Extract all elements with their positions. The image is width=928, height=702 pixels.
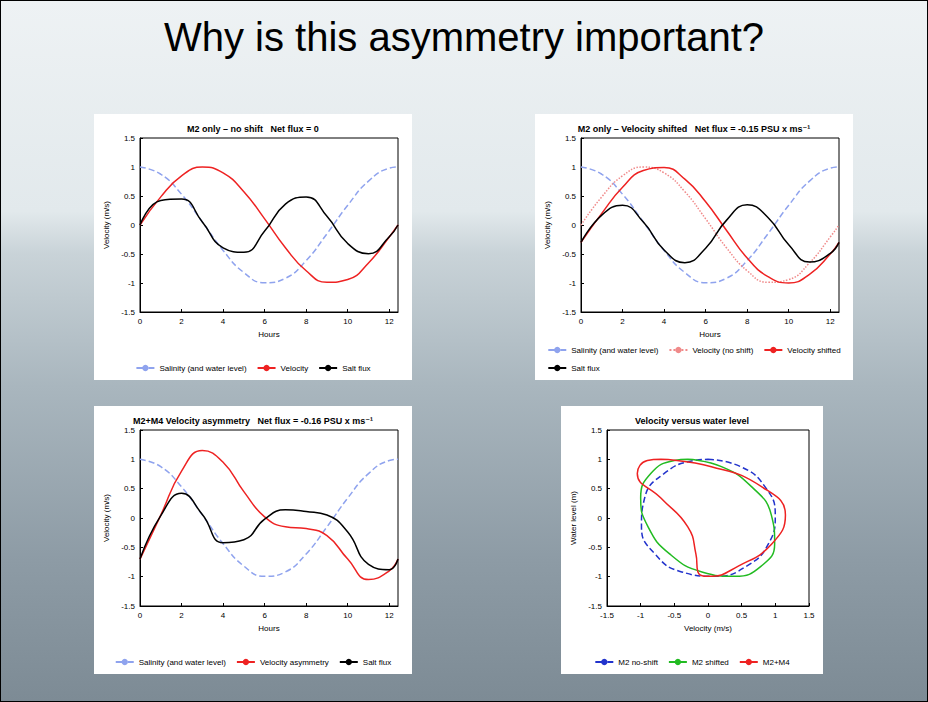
svg-text:-1.5: -1.5: [600, 611, 614, 620]
svg-text:2: 2: [620, 317, 625, 326]
svg-text:Velocity (m/s): Velocity (m/s): [102, 494, 111, 542]
svg-text:12: 12: [826, 317, 835, 326]
svg-text:6: 6: [262, 611, 267, 620]
svg-text:M2 shifted: M2 shifted: [692, 658, 729, 667]
html-text:Why is this asymmetry importan: Why is this asymmetry important?: [163, 15, 765, 59]
svg-text:Velocity asymmetry: Velocity asymmetry: [260, 658, 329, 667]
svg-text:0.5: 0.5: [124, 484, 136, 493]
svg-text:0: 0: [706, 611, 711, 620]
svg-text:10: 10: [784, 317, 793, 326]
svg-text:4: 4: [221, 611, 226, 620]
svg-text:1: 1: [131, 455, 136, 464]
svg-text:6: 6: [703, 317, 708, 326]
svg-text:Salinity (and water level): Salinity (and water level): [139, 658, 226, 667]
svg-text:0: 0: [572, 221, 577, 230]
svg-text:Hours: Hours: [258, 624, 279, 633]
svg-text:M2+M4 Velocity asymmetry Net: M2+M4 Velocity asymmetry Net flux = -0.1…: [133, 416, 373, 426]
svg-text:1: 1: [773, 611, 778, 620]
svg-text:10: 10: [343, 317, 352, 326]
svg-text:1: 1: [572, 163, 577, 172]
svg-text:1.5: 1.5: [803, 611, 815, 620]
svg-text:12: 12: [385, 611, 394, 620]
svg-text:-1: -1: [128, 572, 136, 581]
svg-text:0: 0: [131, 514, 136, 523]
svg-text:-0.5: -0.5: [121, 250, 135, 259]
svg-text:0.5: 0.5: [591, 484, 603, 493]
svg-text:-1: -1: [595, 572, 603, 581]
svg-text:-1.5: -1.5: [121, 602, 135, 611]
svg-text:Velocity versus water level: Velocity versus water level: [635, 416, 749, 426]
svg-text:1.5: 1.5: [124, 134, 136, 143]
svg-text:12: 12: [385, 317, 394, 326]
svg-text:1: 1: [598, 455, 603, 464]
svg-text:0: 0: [598, 514, 603, 523]
svg-text:-0.5: -0.5: [121, 543, 135, 552]
svg-text:Velocity: Velocity: [281, 364, 309, 373]
svg-text:Hours: Hours: [699, 330, 720, 339]
svg-text:M2+M4: M2+M4: [763, 658, 790, 667]
svg-text:Velocity (m/s): Velocity (m/s): [684, 624, 732, 633]
svg-text:Hours: Hours: [258, 330, 279, 339]
svg-text:0.5: 0.5: [565, 192, 577, 201]
svg-text:Salinity (and water level): Salinity (and water level): [571, 346, 658, 355]
svg-text:M2 only – no shift Net flux: M2 only – no shift Net flux = 0: [187, 124, 319, 134]
svg-text:1: 1: [131, 163, 136, 172]
svg-text:0: 0: [131, 221, 136, 230]
svg-text:1.5: 1.5: [565, 134, 577, 143]
svg-text:M2 no-shift: M2 no-shift: [618, 658, 658, 667]
svg-text:-1.5: -1.5: [562, 308, 576, 317]
svg-text:-1: -1: [637, 611, 645, 620]
svg-text:-0.5: -0.5: [667, 611, 681, 620]
svg-text:-1: -1: [569, 279, 577, 288]
svg-text:0: 0: [579, 317, 584, 326]
svg-text:Salt flux: Salt flux: [571, 364, 599, 373]
svg-text:0.5: 0.5: [124, 192, 136, 201]
svg-text:1.5: 1.5: [591, 426, 603, 435]
svg-text:Salinity (and water level): Salinity (and water level): [159, 364, 246, 373]
svg-text:Velocity (m/s): Velocity (m/s): [102, 201, 111, 249]
svg-text:Salt flux: Salt flux: [363, 658, 391, 667]
svg-text:Salt flux: Salt flux: [342, 364, 370, 373]
svg-text:Velocity shifted: Velocity shifted: [787, 346, 840, 355]
svg-text:Velocity (no shift): Velocity (no shift): [692, 346, 753, 355]
svg-text:8: 8: [304, 611, 309, 620]
svg-text:-1: -1: [128, 279, 136, 288]
svg-text:2: 2: [179, 317, 184, 326]
svg-text:-1.5: -1.5: [121, 308, 135, 317]
svg-text:0.5: 0.5: [736, 611, 748, 620]
svg-text:4: 4: [221, 317, 226, 326]
svg-text:-1.5: -1.5: [588, 602, 602, 611]
svg-text:-0.5: -0.5: [562, 250, 576, 259]
svg-text:Velocity (m/s): Velocity (m/s): [543, 201, 552, 249]
svg-text:0: 0: [138, 611, 143, 620]
svg-text:M2 only – Velocity shifted N: M2 only – Velocity shifted Net flux = -0…: [578, 124, 811, 134]
svg-text:10: 10: [343, 611, 352, 620]
svg-text:8: 8: [304, 317, 309, 326]
svg-text:Water level (m): Water level (m): [569, 491, 578, 545]
svg-text:4: 4: [662, 317, 667, 326]
svg-text:2: 2: [179, 611, 184, 620]
svg-text:0: 0: [138, 317, 143, 326]
svg-text:6: 6: [262, 317, 267, 326]
svg-text:8: 8: [745, 317, 750, 326]
svg-text:1.5: 1.5: [124, 426, 136, 435]
svg-text:-0.5: -0.5: [588, 543, 602, 552]
